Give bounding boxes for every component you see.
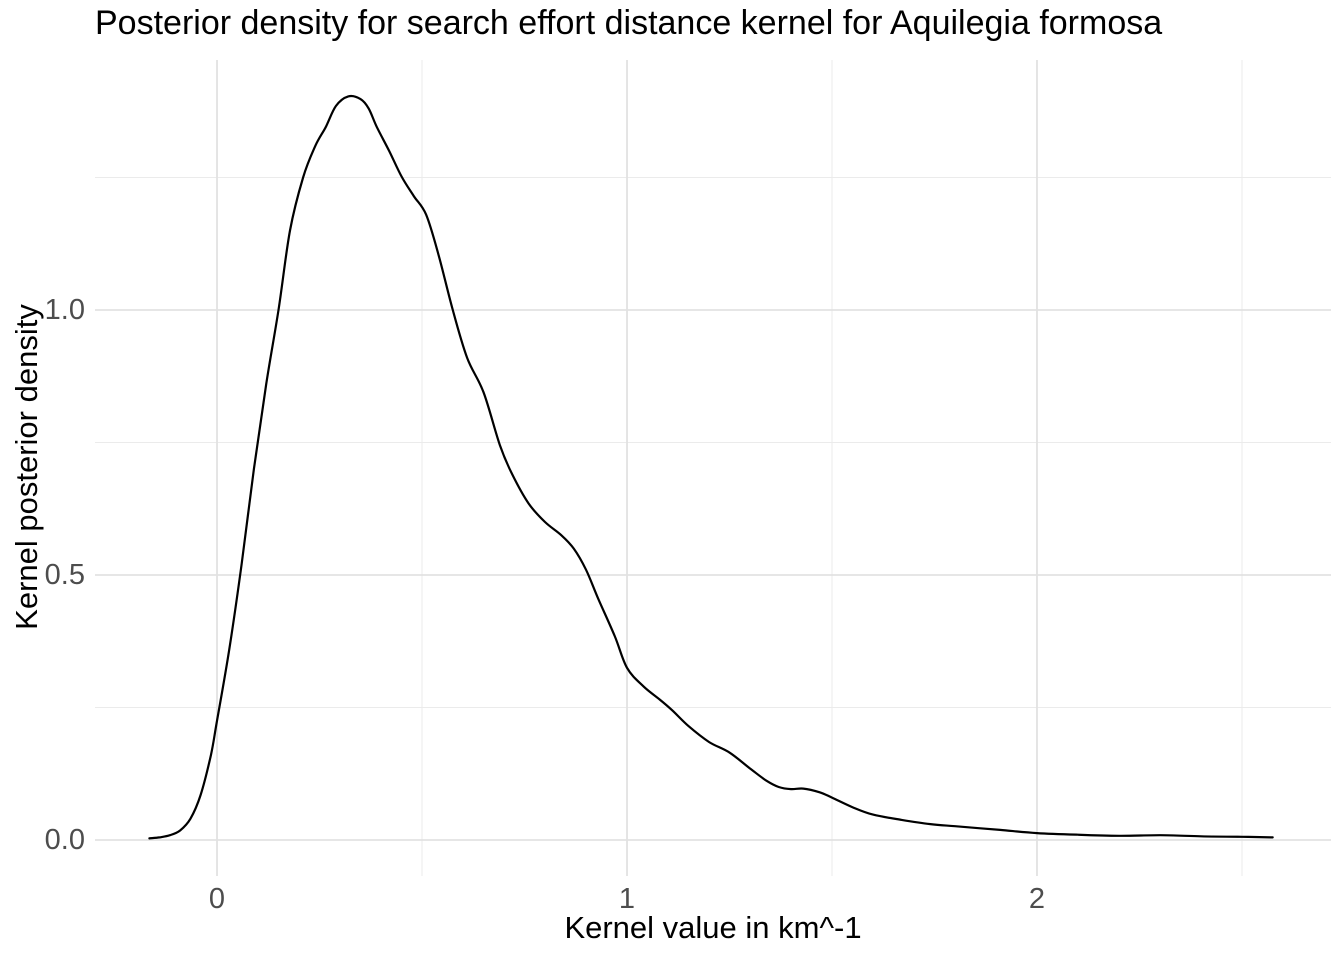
x-tick-label: 1 [618, 883, 636, 915]
chart-title: Posterior density for search effort dist… [95, 4, 1163, 42]
y-tick-label: 0.0 [44, 824, 85, 856]
x-tick-label: 0 [208, 883, 226, 915]
y-axis-title: Kernel posterior density [9, 304, 44, 630]
y-tick-label: 0.5 [44, 559, 85, 591]
x-axis-title: Kernel value in km^-1 [564, 910, 862, 945]
x-tick-label: 2 [1028, 883, 1046, 915]
density-curve [148, 94, 1274, 840]
y-tick-label: 1.0 [44, 294, 85, 326]
